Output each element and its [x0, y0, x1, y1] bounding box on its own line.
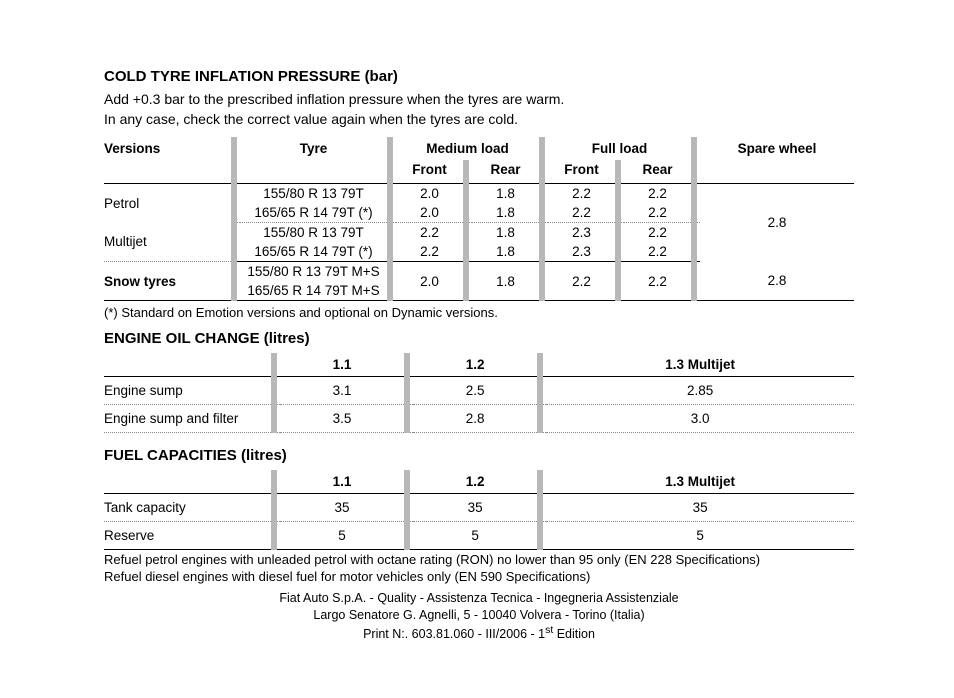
cell: 2.2 — [396, 242, 466, 262]
cell: 5 — [280, 522, 407, 550]
col-tyre: Tyre — [240, 137, 390, 160]
cell: 1.8 — [472, 242, 542, 262]
col-spare: Spare wheel — [700, 137, 854, 160]
cell: 3.5 — [280, 405, 407, 433]
table-row: 1.1 1.2 1.3 Multijet — [104, 470, 854, 494]
table-row: Engine sump 3.1 2.5 2.85 — [104, 377, 854, 405]
col: 1.1 — [280, 470, 407, 494]
cell: Engine sump and filter — [104, 405, 274, 433]
col: 1.3 Multijet — [546, 470, 854, 494]
cell: 2.85 — [546, 377, 854, 405]
cell: 2.2 — [624, 262, 694, 301]
cell: 1.8 — [472, 262, 542, 301]
fuel-note-2: Refuel diesel engines with diesel fuel f… — [104, 569, 854, 584]
tyre-note-1: Add +0.3 bar to the prescribed inflation… — [104, 91, 854, 107]
oil-table: 1.1 1.2 1.3 Multijet Engine sump 3.1 2.5… — [104, 353, 854, 433]
footer-line-2: Largo Senatore G. Agnelli, 5 - 10040 Vol… — [104, 607, 854, 624]
fuel-table: 1.1 1.2 1.3 Multijet Tank capacity 35 35… — [104, 470, 854, 550]
tyre-table: Versions Tyre Medium load Full load Spar… — [104, 137, 854, 301]
footer: Fiat Auto S.p.A. - Quality - Assistenza … — [104, 590, 854, 643]
row-multijet: Multijet — [104, 223, 234, 262]
col: 1.2 — [413, 470, 540, 494]
cell: 155/80 R 13 79T — [240, 223, 390, 243]
tyre-footnote: (*) Standard on Emotion versions and opt… — [104, 305, 854, 320]
cell: 1.8 — [472, 203, 542, 223]
table-row: Tank capacity 35 35 35 — [104, 494, 854, 522]
cell: Reserve — [104, 522, 274, 550]
cell: 1.8 — [472, 184, 542, 204]
oil-title: ENGINE OIL CHANGE (litres) — [104, 330, 854, 347]
tyre-note-2: In any case, check the correct value aga… — [104, 111, 854, 127]
cell: 2.3 — [548, 242, 618, 262]
cell: 2.5 — [413, 377, 540, 405]
col-front: Front — [548, 160, 618, 184]
col-medium: Medium load — [396, 137, 542, 160]
row-snow: Snow tyres — [104, 262, 234, 301]
fuel-title: FUEL CAPACITIES (litres) — [104, 447, 854, 464]
cell: 155/80 R 13 79T M+S — [240, 262, 390, 282]
cell: 3.1 — [280, 377, 407, 405]
cell: 2.2 — [624, 203, 694, 223]
col-rear: Rear — [472, 160, 542, 184]
cell: 1.8 — [472, 223, 542, 243]
cell: 165/65 R 14 79T (*) — [240, 203, 390, 223]
cell: 35 — [280, 494, 407, 522]
cell: 5 — [546, 522, 854, 550]
footer-line-1: Fiat Auto S.p.A. - Quality - Assistenza … — [104, 590, 854, 607]
col-front: Front — [396, 160, 466, 184]
table-row: Reserve 5 5 5 — [104, 522, 854, 550]
cell: 2.2 — [548, 184, 618, 204]
table-row: Snow tyres 155/80 R 13 79T M+S 2.0 1.8 2… — [104, 262, 854, 282]
cell: 2.0 — [396, 203, 466, 223]
table-row: Engine sump and filter 3.5 2.8 3.0 — [104, 405, 854, 433]
row-petrol: Petrol — [104, 184, 234, 223]
cell: 2.2 — [396, 223, 466, 243]
document-page: COLD TYRE INFLATION PRESSURE (bar) Add +… — [0, 0, 954, 683]
cell: Engine sump — [104, 377, 274, 405]
cell: 165/65 R 14 79T (*) — [240, 242, 390, 262]
cell: 2.2 — [624, 242, 694, 262]
cell: 2.2 — [624, 184, 694, 204]
cell: 3.0 — [546, 405, 854, 433]
cell: 5 — [413, 522, 540, 550]
cell-spare: 2.8 — [700, 184, 854, 262]
cell: 35 — [546, 494, 854, 522]
col: 1.2 — [413, 353, 540, 377]
cell: 2.8 — [413, 405, 540, 433]
table-row: Front Rear Front Rear — [104, 160, 854, 184]
cell: 2.0 — [396, 184, 466, 204]
col-rear: Rear — [624, 160, 694, 184]
col-full: Full load — [548, 137, 694, 160]
col: 1.3 Multijet — [546, 353, 854, 377]
table-row: 1.1 1.2 1.3 Multijet — [104, 353, 854, 377]
col-versions: Versions — [104, 137, 234, 160]
cell: 165/65 R 14 79T M+S — [240, 281, 390, 301]
cell: 2.0 — [396, 262, 466, 301]
tyre-title: COLD TYRE INFLATION PRESSURE (bar) — [104, 68, 854, 85]
cell-spare: 2.8 — [700, 262, 854, 301]
cell: 2.2 — [548, 262, 618, 301]
cell: 35 — [413, 494, 540, 522]
footer-line-3: Print N:. 603.81.060 - III/2006 - 1st Ed… — [104, 624, 854, 643]
cell: 2.2 — [548, 203, 618, 223]
table-row: Petrol 155/80 R 13 79T 2.0 1.8 2.2 2.2 2… — [104, 184, 854, 204]
fuel-note-1: Refuel petrol engines with unleaded petr… — [104, 552, 854, 567]
cell: 2.2 — [624, 223, 694, 243]
cell: Tank capacity — [104, 494, 274, 522]
cell: 155/80 R 13 79T — [240, 184, 390, 204]
table-row: Versions Tyre Medium load Full load Spar… — [104, 137, 854, 160]
cell: 2.3 — [548, 223, 618, 243]
col: 1.1 — [280, 353, 407, 377]
